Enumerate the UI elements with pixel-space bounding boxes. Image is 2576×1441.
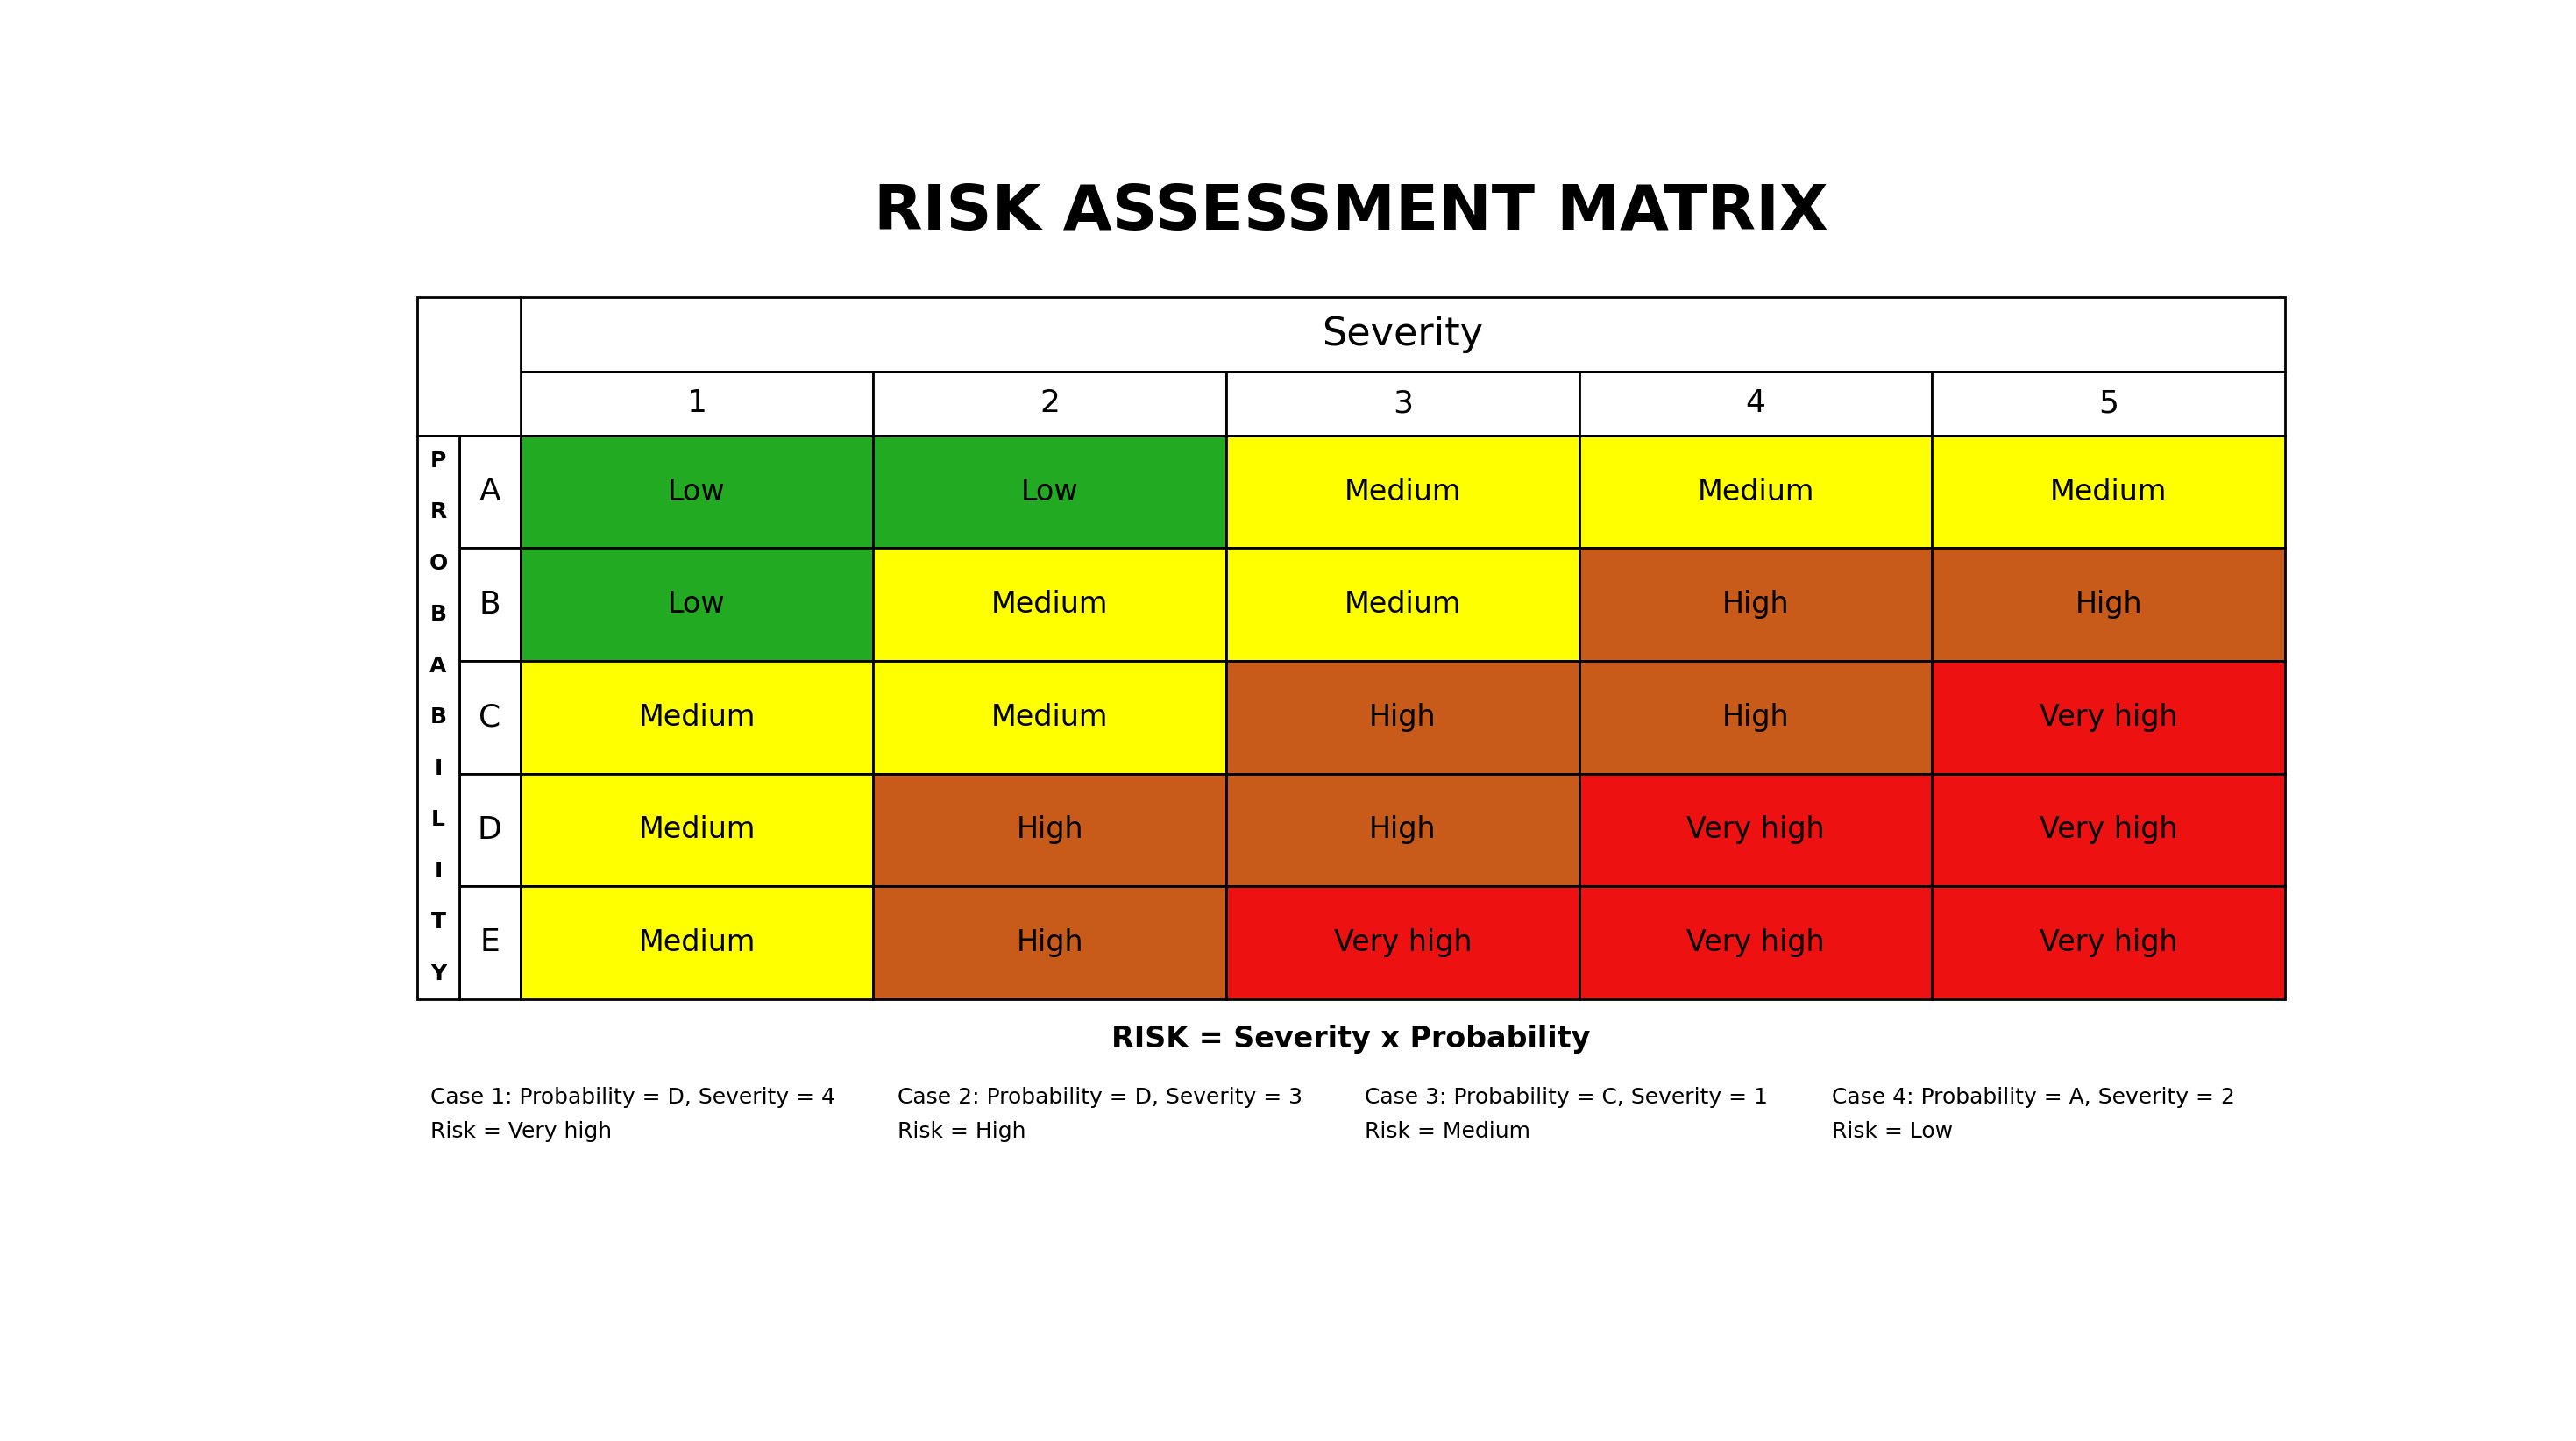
Text: B: B: [479, 589, 500, 620]
Text: Low: Low: [667, 589, 726, 620]
Text: Medium: Medium: [992, 703, 1108, 732]
Bar: [459, 548, 520, 661]
Text: Medium: Medium: [639, 816, 755, 844]
Bar: [873, 886, 1226, 999]
Text: I: I: [435, 860, 443, 882]
Text: Medium: Medium: [992, 589, 1108, 620]
Bar: [520, 297, 2285, 372]
Text: R: R: [430, 501, 446, 523]
Text: Very high: Very high: [1687, 928, 1824, 957]
Text: Medium: Medium: [1345, 477, 1461, 506]
Bar: [1579, 661, 1932, 774]
Text: High: High: [1723, 589, 1790, 620]
Text: High: High: [1015, 816, 1084, 844]
Bar: [417, 435, 459, 999]
Text: Very high: Very high: [1687, 816, 1824, 844]
Text: Very high: Very high: [2040, 816, 2177, 844]
Text: 1: 1: [688, 389, 706, 418]
Text: O: O: [428, 553, 448, 574]
Text: P: P: [430, 451, 446, 471]
Text: Medium: Medium: [1698, 477, 1814, 506]
Text: Case 3: Probability = C, Severity = 1
Risk = Medium: Case 3: Probability = C, Severity = 1 Ri…: [1365, 1087, 1767, 1143]
Bar: [1226, 886, 1579, 999]
Text: Medium: Medium: [639, 928, 755, 957]
Bar: [1932, 435, 2285, 548]
Bar: [873, 435, 1226, 548]
Text: C: C: [479, 702, 500, 732]
Bar: [459, 435, 520, 548]
Text: High: High: [1015, 928, 1084, 957]
Text: 3: 3: [1394, 389, 1412, 418]
Text: Very high: Very high: [2040, 928, 2177, 957]
Text: High: High: [1370, 816, 1437, 844]
Bar: [1932, 774, 2285, 886]
Text: Very high: Very high: [1334, 928, 1471, 957]
Text: RISK = Severity x Probability: RISK = Severity x Probability: [1113, 1025, 1589, 1053]
Text: A: A: [430, 656, 446, 676]
Text: Low: Low: [667, 477, 726, 506]
Bar: [1226, 774, 1579, 886]
Text: T: T: [430, 912, 446, 932]
Bar: [1579, 548, 1932, 661]
Bar: [873, 548, 1226, 661]
Bar: [1579, 435, 1932, 548]
Text: High: High: [2076, 589, 2143, 620]
Text: Medium: Medium: [1345, 589, 1461, 620]
Text: High: High: [1370, 703, 1437, 732]
Text: A: A: [479, 477, 500, 507]
Text: 4: 4: [1747, 389, 1765, 418]
Bar: [1932, 661, 2285, 774]
Bar: [873, 372, 1226, 435]
Text: 5: 5: [2099, 389, 2117, 418]
Text: E: E: [479, 928, 500, 958]
Text: I: I: [435, 758, 443, 780]
Text: RISK ASSESSMENT MATRIX: RISK ASSESSMENT MATRIX: [873, 183, 1829, 244]
Bar: [1226, 548, 1579, 661]
Text: B: B: [430, 706, 446, 728]
Bar: [1226, 372, 1579, 435]
Bar: [520, 886, 873, 999]
Bar: [520, 372, 873, 435]
Bar: [873, 774, 1226, 886]
Text: Y: Y: [430, 963, 446, 984]
Bar: [459, 774, 520, 886]
Bar: [1226, 435, 1579, 548]
Bar: [520, 774, 873, 886]
Text: Low: Low: [1020, 477, 1079, 506]
Text: Very high: Very high: [2040, 703, 2177, 732]
Bar: [1932, 886, 2285, 999]
Bar: [520, 661, 873, 774]
Bar: [1226, 661, 1579, 774]
Text: Case 1: Probability = D, Severity = 4
Risk = Very high: Case 1: Probability = D, Severity = 4 Ri…: [430, 1087, 835, 1143]
Text: D: D: [477, 816, 502, 844]
Bar: [520, 548, 873, 661]
Text: Case 2: Probability = D, Severity = 3
Risk = High: Case 2: Probability = D, Severity = 3 Ri…: [896, 1087, 1303, 1143]
Text: Case 4: Probability = A, Severity = 2
Risk = Low: Case 4: Probability = A, Severity = 2 Ri…: [1832, 1087, 2236, 1143]
Bar: [1579, 886, 1932, 999]
Text: Medium: Medium: [639, 703, 755, 732]
Text: Severity: Severity: [1321, 316, 1484, 353]
Bar: [1579, 774, 1932, 886]
Text: B: B: [430, 604, 446, 625]
Bar: [459, 661, 520, 774]
Bar: [1579, 372, 1932, 435]
Bar: [873, 661, 1226, 774]
Bar: [417, 297, 520, 435]
Text: 2: 2: [1041, 389, 1059, 418]
Text: High: High: [1723, 703, 1790, 732]
Bar: [1932, 548, 2285, 661]
Bar: [1932, 372, 2285, 435]
Text: Medium: Medium: [2050, 477, 2166, 506]
Bar: [459, 886, 520, 999]
Text: L: L: [430, 810, 446, 830]
Bar: [520, 435, 873, 548]
